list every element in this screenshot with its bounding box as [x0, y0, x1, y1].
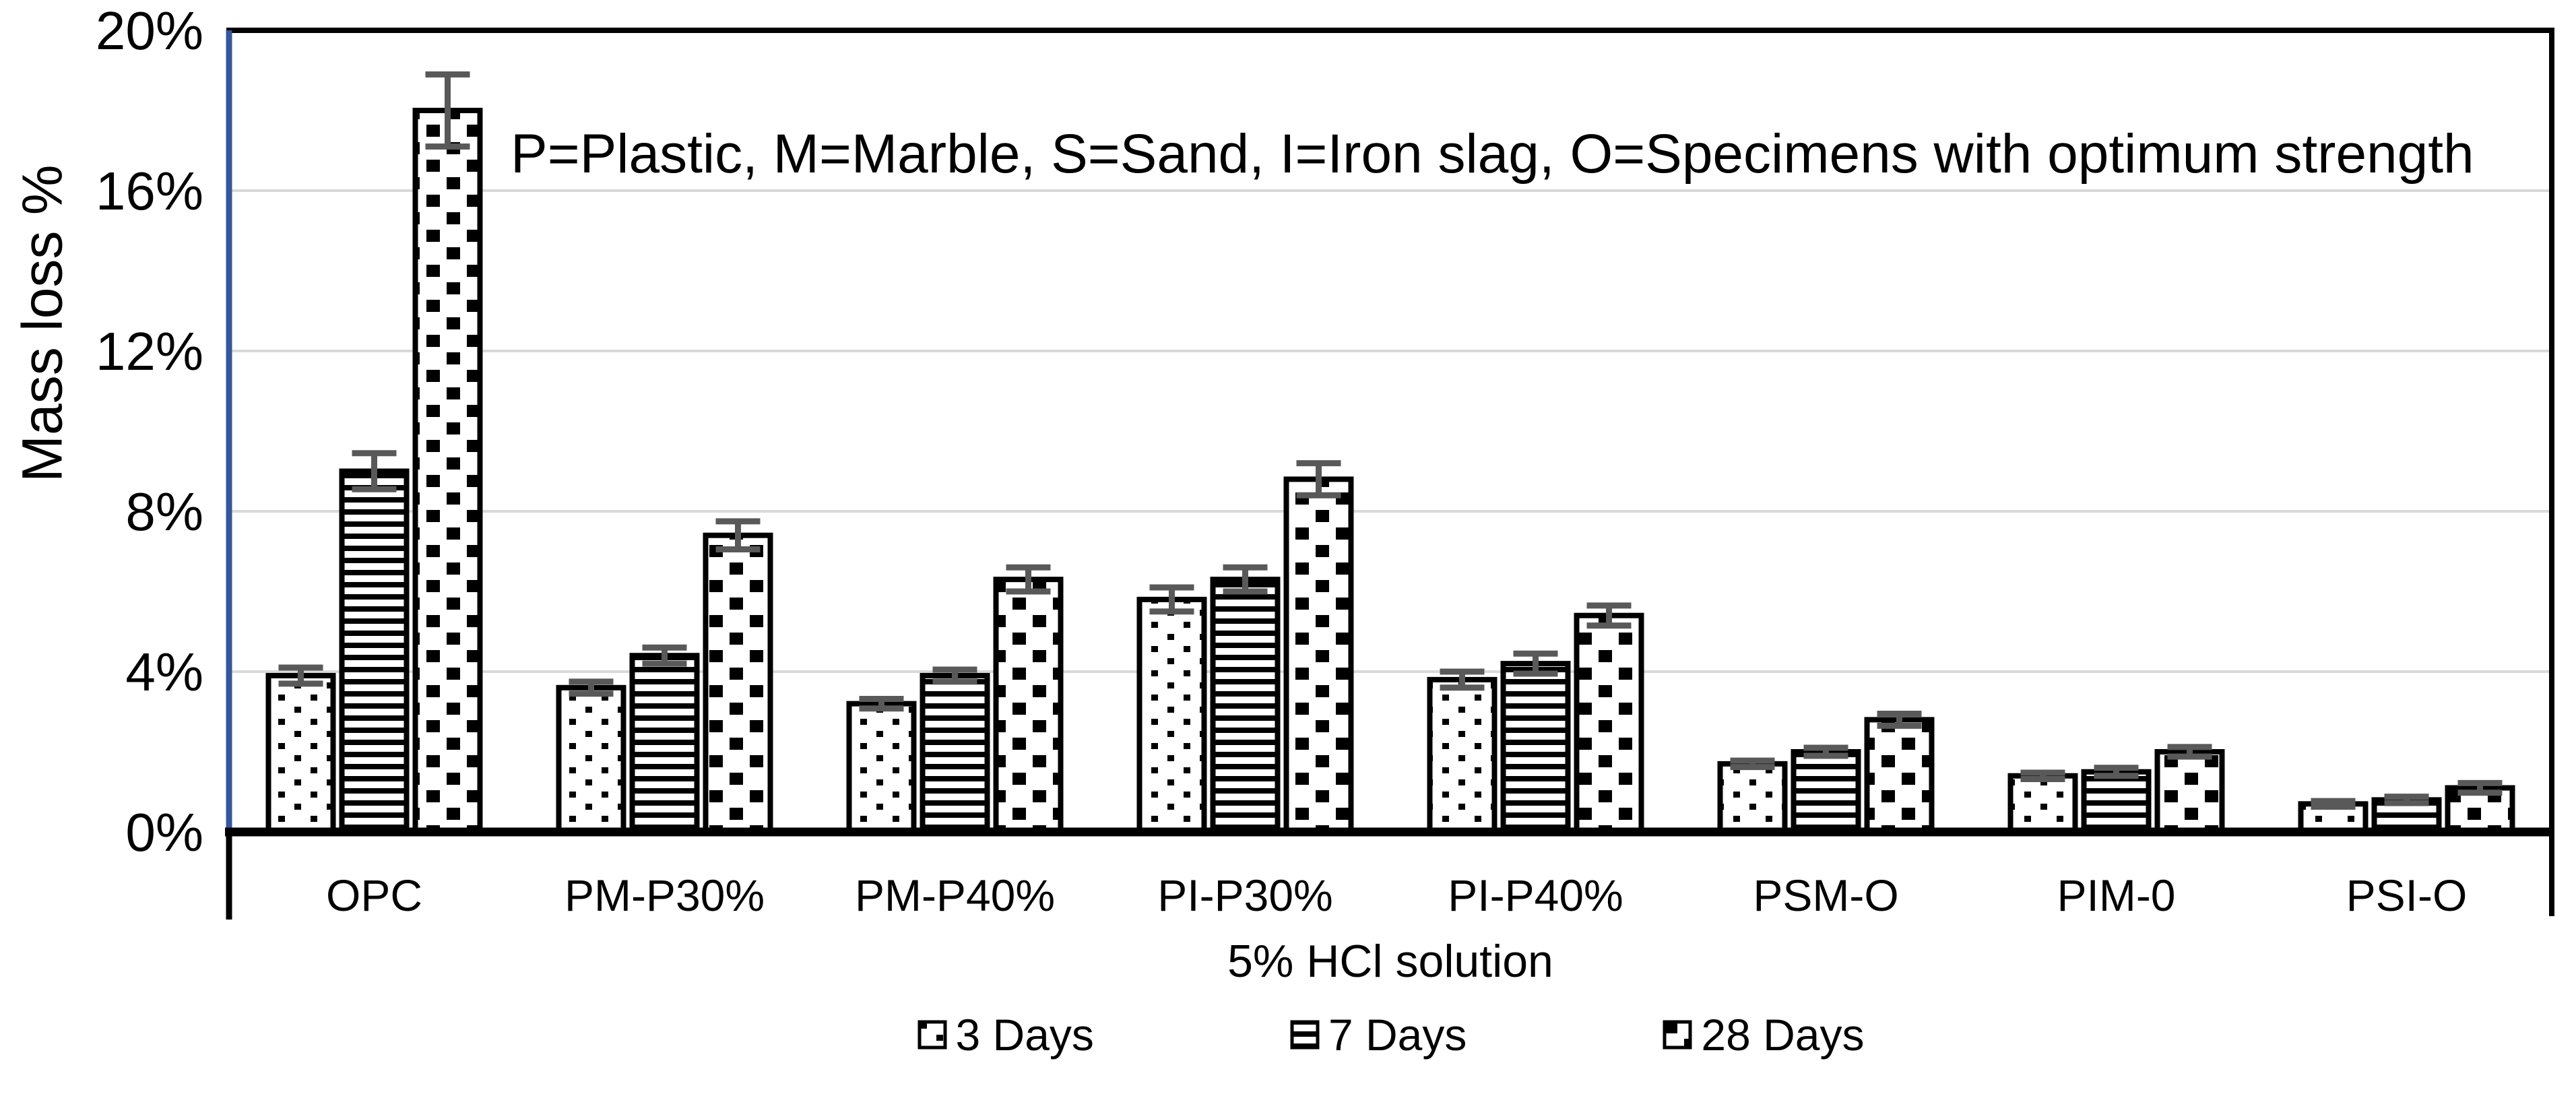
x-axis-title: 5% HCl solution [1227, 936, 1553, 987]
legend-swatch-dots-icon [917, 1020, 947, 1050]
bar-PSM-O-3-Days [1717, 761, 1788, 835]
bar-PIM-0-28-Days [2154, 749, 2225, 835]
bar-PI-P30%-7-Days [1210, 577, 1281, 835]
bar-PM-P30%-3-Days [556, 684, 626, 835]
bar-PI-P30%-28-Days [1283, 476, 1354, 835]
error-bar [1803, 744, 1848, 759]
error-bar [569, 678, 614, 697]
error-bar [278, 664, 323, 687]
bar-PI-P30%-3-Days [1136, 596, 1207, 835]
bar-PIM-0-7-Days [2081, 769, 2152, 835]
bar-PI-P40%-3-Days [1427, 676, 1498, 835]
bar-PM-P30%-7-Days [629, 653, 700, 835]
error-bar [642, 644, 687, 667]
x-category-label: PM-P30% [565, 870, 765, 920]
y-tick-label: 16% [96, 161, 203, 221]
error-bar [932, 666, 977, 685]
x-category-label: PSM-O [1753, 870, 1898, 920]
error-bar [2384, 794, 2429, 806]
error-bar [2020, 769, 2065, 782]
x-category-label: PI-P30% [1157, 870, 1332, 920]
error-bar [1877, 710, 1922, 729]
error-bar [1586, 602, 1632, 629]
error-bar [1513, 650, 1558, 677]
y-axis-title: Mass loss % [10, 164, 74, 482]
legend-swatch-hlines-icon [1290, 1020, 1320, 1050]
annotation-note: P=Plastic, M=Marble, S=Sand, I=Iron slag… [511, 123, 2474, 185]
bar-PM-P40%-28-Days [993, 577, 1064, 835]
bar-OPC-3-Days [265, 672, 336, 835]
x-category-label: PIM-0 [2057, 870, 2175, 920]
legend: 3 Days 7 Days 28 Days [229, 1009, 2552, 1060]
y-tick-label: 0% [125, 802, 203, 862]
legend-item-3-days: 3 Days [917, 1009, 1094, 1060]
x-category-label: OPC [326, 870, 422, 920]
y-tick-label: 20% [96, 1, 203, 61]
bar-PI-P40%-7-Days [1500, 661, 1571, 835]
y-tick-label: 12% [96, 321, 203, 381]
y-tick-label: 4% [125, 642, 203, 702]
x-category-label: PSI-O [2346, 870, 2468, 920]
legend-item-28-days: 28 Days [1662, 1009, 1864, 1060]
error-bar [1440, 668, 1485, 691]
error-bar [1149, 584, 1194, 615]
error-bar [1006, 564, 1051, 595]
legend-swatch-checker-icon [1663, 1020, 1692, 1050]
error-bar [2094, 765, 2139, 779]
bar-PM-P40%-3-Days [846, 701, 917, 835]
error-bar [2167, 744, 2212, 760]
error-bar [1223, 564, 1268, 595]
legend-item-7-days: 7 Days [1289, 1009, 1467, 1060]
error-bar [715, 518, 761, 553]
legend-label: 3 Days [955, 1010, 1094, 1060]
error-bar [425, 71, 470, 150]
error-bar [859, 695, 904, 712]
bar-PM-P40%-7-Days [920, 672, 990, 835]
bar-OPC-28-Days [412, 108, 483, 835]
x-category-label: PI-P40% [1448, 870, 1623, 920]
bar-OPC-7-Days [339, 468, 410, 835]
error-bar [352, 450, 397, 492]
bar-PIM-0-3-Days [2007, 773, 2078, 835]
y-tick-label: 8% [125, 482, 203, 542]
legend-label: 28 Days [1701, 1010, 1865, 1060]
bar-PSM-O-7-Days [1791, 749, 1861, 835]
bar-PI-P40%-28-Days [1574, 612, 1644, 835]
error-bar [2457, 779, 2503, 796]
legend-label: 7 Days [1328, 1010, 1467, 1060]
bar-PM-P30%-28-Days [703, 532, 773, 835]
error-bar [1296, 460, 1341, 498]
x-category-label: PM-P40% [855, 870, 1055, 920]
bar-PSM-O-28-Days [1864, 717, 1935, 835]
error-bar [2311, 798, 2356, 810]
error-bar [1730, 757, 1775, 771]
